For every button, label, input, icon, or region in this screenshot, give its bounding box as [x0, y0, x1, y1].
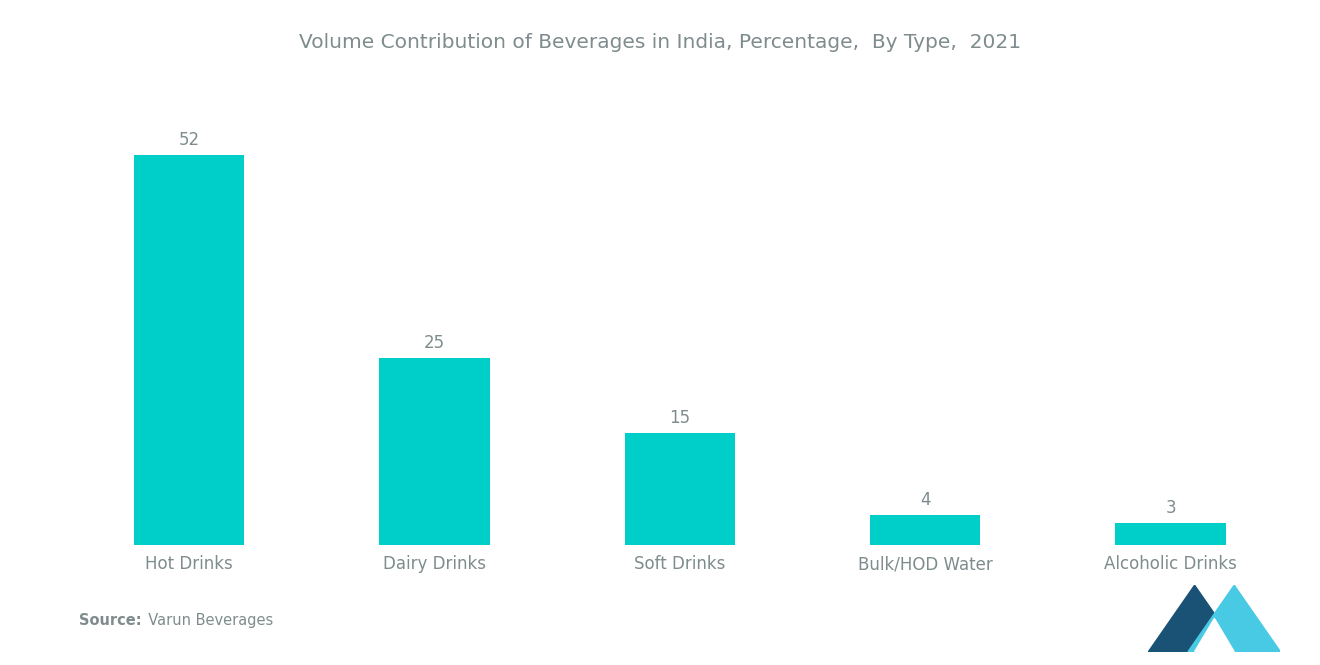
Polygon shape [1195, 618, 1234, 652]
Bar [133, 155, 244, 545]
Bar [624, 433, 735, 545]
Bar [870, 515, 981, 545]
Text: 15: 15 [669, 409, 690, 427]
Bar [1115, 523, 1226, 545]
Text: 3: 3 [1166, 499, 1176, 517]
Polygon shape [1148, 585, 1241, 652]
Text: Volume Contribution of Beverages in India, Percentage,  By Type,  2021: Volume Contribution of Beverages in Indi… [298, 33, 1022, 53]
Text: Varun Beverages: Varun Beverages [139, 613, 273, 628]
Text: 52: 52 [178, 131, 199, 149]
Bar [379, 358, 490, 545]
Text: 4: 4 [920, 491, 931, 509]
Text: Source:: Source: [79, 613, 141, 628]
Polygon shape [1188, 585, 1280, 652]
Text: 25: 25 [424, 334, 445, 352]
